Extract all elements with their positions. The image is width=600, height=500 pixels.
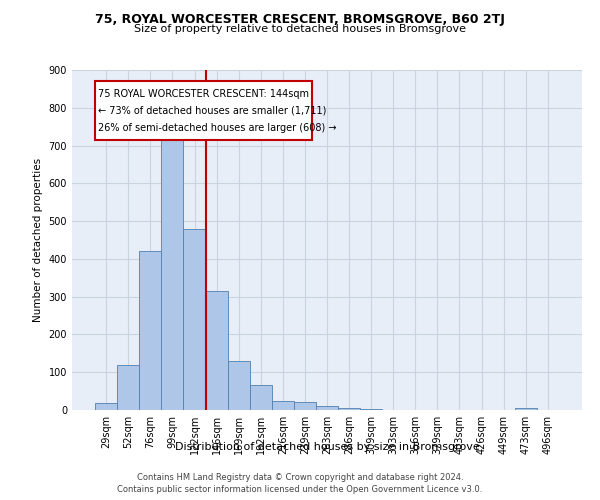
Text: Size of property relative to detached houses in Bromsgrove: Size of property relative to detached ho… [134, 24, 466, 34]
Bar [360, 409, 382, 410]
Text: ← 73% of detached houses are smaller (1,711): ← 73% of detached houses are smaller (1,… [98, 106, 327, 116]
Bar [250, 386, 272, 410]
Bar [117, 364, 139, 410]
Y-axis label: Number of detached properties: Number of detached properties [33, 158, 43, 322]
Bar [161, 134, 184, 410]
Bar [272, 400, 294, 410]
Bar [316, 406, 338, 410]
Text: 75 ROYAL WORCESTER CRESCENT: 144sqm: 75 ROYAL WORCESTER CRESCENT: 144sqm [98, 89, 310, 99]
Text: 75, ROYAL WORCESTER CRESCENT, BROMSGROVE, B60 2TJ: 75, ROYAL WORCESTER CRESCENT, BROMSGROVE… [95, 12, 505, 26]
Bar [95, 403, 117, 410]
Bar [184, 228, 206, 410]
Bar [515, 408, 537, 410]
Bar [338, 408, 360, 410]
Bar [206, 291, 227, 410]
Text: Contains public sector information licensed under the Open Government Licence v3: Contains public sector information licen… [118, 486, 482, 494]
Bar [227, 361, 250, 410]
Text: Distribution of detached houses by size in Bromsgrove: Distribution of detached houses by size … [175, 442, 479, 452]
Text: 26% of semi-detached houses are larger (608) →: 26% of semi-detached houses are larger (… [98, 123, 337, 133]
Text: Contains HM Land Registry data © Crown copyright and database right 2024.: Contains HM Land Registry data © Crown c… [137, 473, 463, 482]
Bar [139, 252, 161, 410]
Bar [294, 402, 316, 410]
Bar [95, 82, 311, 140]
